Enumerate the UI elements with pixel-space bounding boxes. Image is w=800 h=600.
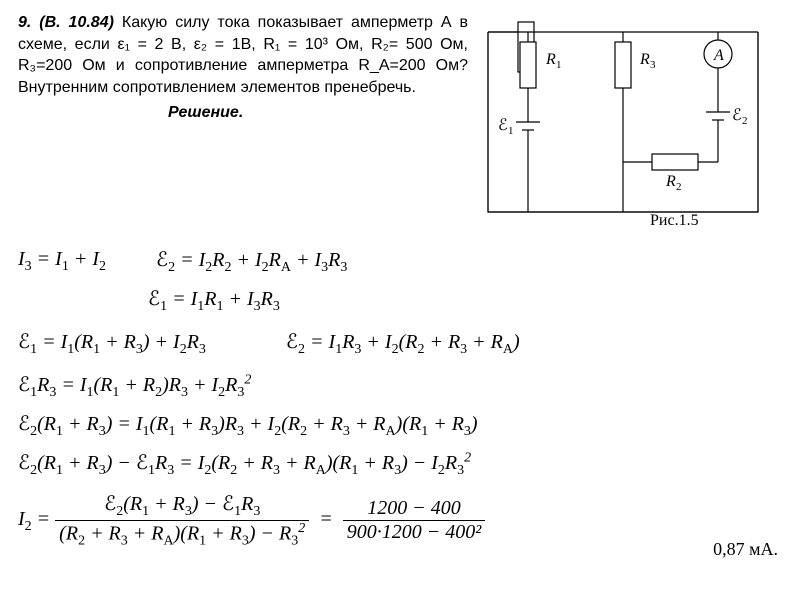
eq-e1-combined: ℰ1 = I1(R1 + R3) + I2R3: [18, 329, 206, 358]
eq-e2r1r3: ℰ2(R1 + R3) = I1(R1 + R3)R3 + I2(R2 + R3…: [18, 411, 478, 440]
eq-e2: ℰ2 = I2R2 + I2RA + I3R3: [156, 247, 347, 276]
svg-text:3: 3: [650, 59, 656, 71]
svg-text:1: 1: [508, 125, 514, 137]
den-val: 900·1200 − 400²: [343, 521, 486, 544]
label-r3: R: [639, 51, 650, 68]
eq-i2-final: I2 = ℰ2(R1 + R3) − ℰ1R3 (R2 + R3 + RA)(R…: [18, 491, 485, 550]
eq-i3: I3 = I1 + I2: [18, 248, 106, 275]
num-val: 1200 − 400: [343, 497, 486, 521]
eq-e1: ℰ1 = I1R1 + I3R3: [148, 286, 280, 315]
circuit-diagram: R 1 R 3 A ℰ 1 ℰ 2 R 2 Рис.1.5: [468, 12, 782, 237]
label-r2: R: [665, 173, 676, 190]
problem-statement: 9. (В. 10.84) Какую силу тока показывает…: [18, 12, 468, 124]
solution-heading: Решение.: [168, 102, 468, 124]
label-e2: ℰ: [732, 107, 742, 124]
problem-number: 9. (В. 10.84): [18, 14, 114, 31]
final-answer: 0,87 мА.: [713, 539, 778, 560]
label-a: A: [713, 47, 724, 64]
svg-text:2: 2: [742, 115, 748, 127]
svg-text:2: 2: [676, 181, 682, 193]
label-e1: ℰ: [498, 117, 508, 134]
svg-text:1: 1: [556, 59, 562, 71]
eq-e1r3: ℰ1R3 = I1(R1 + R2)R3 + I2R32: [18, 372, 251, 401]
figure-caption: Рис.1.5: [650, 212, 699, 230]
label-r1: R: [545, 51, 556, 68]
eq-e2-combined: ℰ2 = I1R3 + I2(R2 + R3 + RA): [286, 329, 520, 358]
eq-diff: ℰ2(R1 + R3) − ℰ1R3 = I2(R2 + R3 + RA)(R1…: [18, 450, 471, 479]
